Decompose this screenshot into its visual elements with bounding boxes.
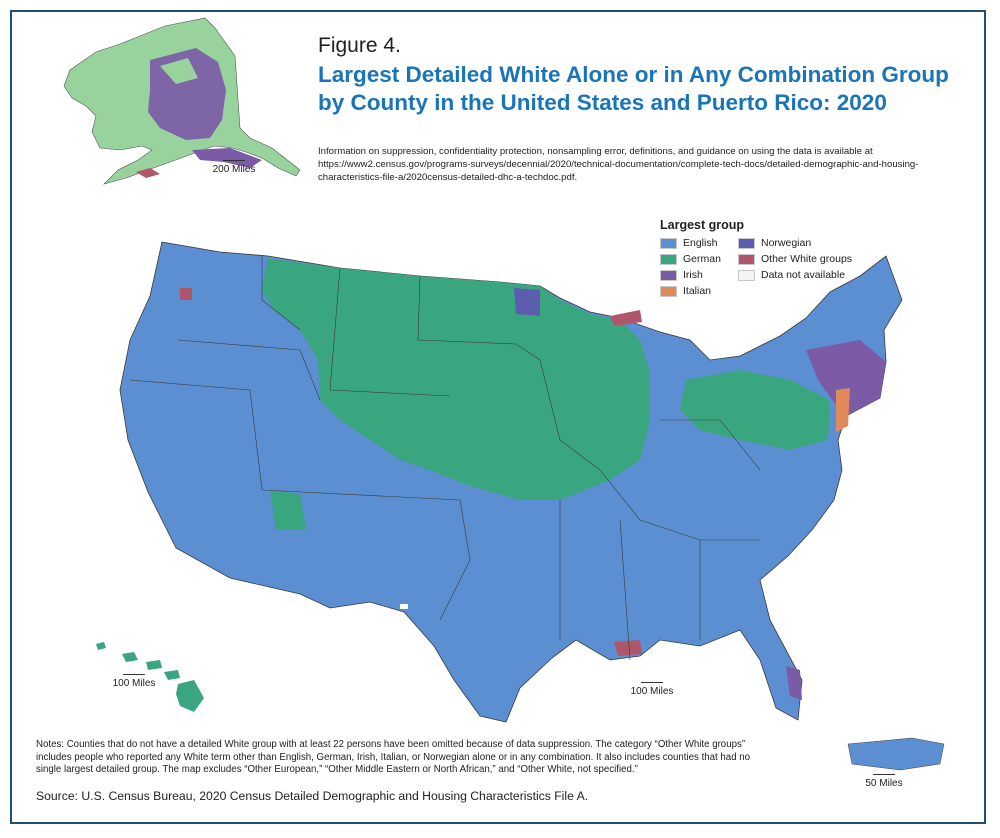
legend-swatch-german	[660, 253, 677, 265]
legend-label-data-not-available: Data not available	[761, 269, 846, 281]
scale-bar-alaska: 200 Miles	[194, 160, 274, 175]
scale-bar-label: 100 Miles	[630, 686, 674, 697]
legend-items: English Norwegian German Other White gro…	[660, 237, 900, 297]
scale-bar-line	[873, 774, 895, 775]
scale-bar-label: 50 Miles	[865, 778, 903, 789]
scale-bar-line	[123, 674, 145, 675]
legend-item-norwegian: Norwegian	[738, 237, 888, 249]
scale-bar-label: 100 Miles	[112, 678, 156, 689]
hawaii-map	[96, 642, 204, 712]
scale-bar-line	[641, 682, 663, 683]
legend-item-italian: Italian	[660, 285, 738, 297]
legend-swatch-irish	[660, 269, 677, 281]
legend-label-other-white: Other White groups	[761, 253, 853, 265]
legend-label-german: German	[683, 253, 721, 265]
legend-swatch-other-white	[738, 253, 755, 265]
scale-bar-hawaii: 100 Miles	[94, 674, 174, 689]
scale-bar-mainland: 100 Miles	[612, 682, 692, 697]
scale-bar-puerto-rico: 50 Miles	[844, 774, 924, 789]
legend-label-italian: Italian	[683, 285, 712, 297]
figure-label: Figure 4.	[318, 34, 401, 57]
legend-swatch-italian	[660, 285, 677, 297]
alaska-map	[63, 17, 301, 185]
legend-swatch-english	[660, 237, 677, 249]
legend-item-other-white: Other White groups	[738, 253, 888, 265]
legend-item-data-not-available: Data not available	[738, 269, 888, 281]
legend-label-norwegian: Norwegian	[761, 237, 812, 249]
legend-item-german: German	[660, 253, 738, 265]
figure-info-text: Information on suppression, confidential…	[318, 146, 919, 183]
figure-notes: Notes: Counties that do not have a detai…	[36, 739, 751, 776]
mainland-map	[119, 241, 903, 723]
legend-label-irish: Irish	[683, 269, 703, 281]
legend-label-english: English	[683, 237, 718, 249]
legend-title: Largest group	[660, 218, 745, 232]
scale-bar-label: 200 Miles	[212, 164, 256, 175]
figure-title: Largest Detailed White Alone or in Any C…	[318, 62, 949, 115]
legend-item-irish: Irish	[660, 269, 738, 281]
map-legend: Largest group English Norwegian German O…	[660, 218, 900, 297]
scale-bar-line	[223, 160, 245, 161]
figure-source: Source: U.S. Census Bureau, 2020 Census …	[36, 789, 589, 803]
legend-swatch-norwegian	[738, 237, 755, 249]
legend-item-english: English	[660, 237, 738, 249]
puerto-rico-map	[847, 737, 945, 771]
legend-swatch-data-not-available	[738, 269, 755, 281]
